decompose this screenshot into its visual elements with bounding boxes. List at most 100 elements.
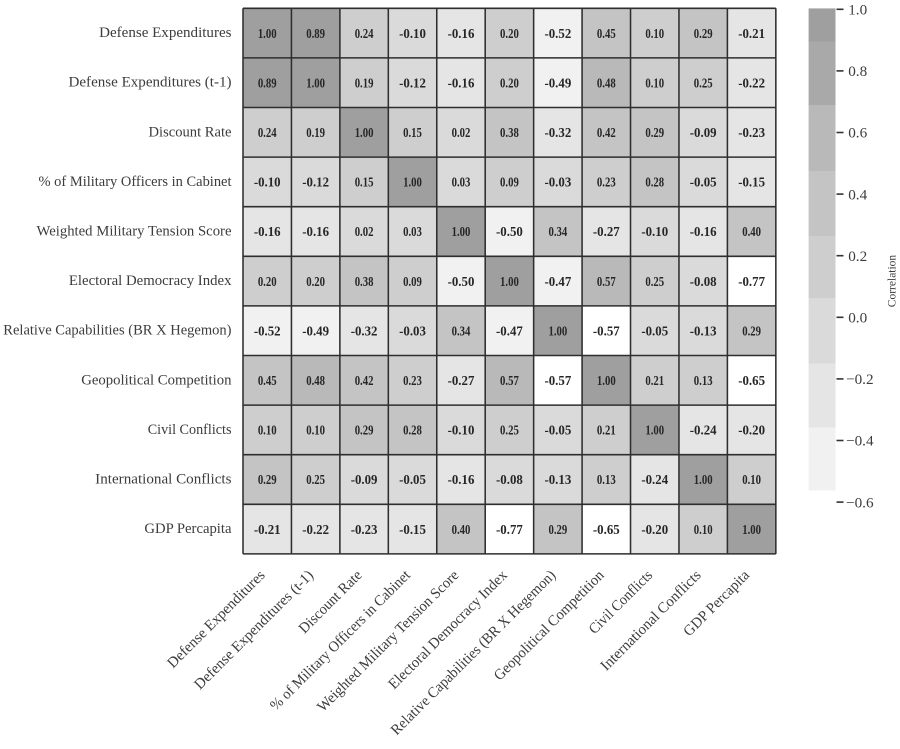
svg-text:0.28: 0.28 bbox=[645, 176, 664, 191]
svg-text:Relative Capabilities (BR X He: Relative Capabilities (BR X Hegemon) bbox=[3, 323, 231, 339]
svg-text:0.25: 0.25 bbox=[694, 76, 713, 91]
svg-text:-0.10: -0.10 bbox=[254, 176, 281, 191]
svg-text:0.24: 0.24 bbox=[258, 126, 277, 141]
svg-text:-0.57: -0.57 bbox=[544, 374, 571, 389]
svg-text:0.02: 0.02 bbox=[355, 225, 374, 240]
svg-text:Correlation: Correlation bbox=[886, 255, 898, 308]
svg-text:-0.05: -0.05 bbox=[690, 176, 717, 191]
svg-text:-0.13: -0.13 bbox=[690, 324, 717, 339]
svg-text:1.00: 1.00 bbox=[645, 424, 664, 439]
svg-text:0.21: 0.21 bbox=[645, 374, 664, 389]
svg-text:0.10: 0.10 bbox=[258, 424, 277, 439]
svg-text:-0.12: -0.12 bbox=[399, 76, 426, 91]
svg-text:-0.16: -0.16 bbox=[448, 76, 475, 91]
svg-text:0.13: 0.13 bbox=[694, 374, 713, 389]
svg-text:0.4: 0.4 bbox=[848, 186, 867, 203]
svg-text:-0.24: -0.24 bbox=[641, 473, 668, 488]
svg-text:0.20: 0.20 bbox=[500, 76, 519, 91]
svg-text:0.29: 0.29 bbox=[258, 473, 277, 488]
svg-text:-0.13: -0.13 bbox=[544, 473, 571, 488]
svg-text:1.00: 1.00 bbox=[258, 27, 277, 42]
svg-text:1.00: 1.00 bbox=[452, 225, 471, 240]
svg-text:0.29: 0.29 bbox=[694, 27, 713, 42]
svg-text:0.0: 0.0 bbox=[848, 310, 867, 327]
svg-text:0.29: 0.29 bbox=[355, 424, 374, 439]
svg-text:-0.10: -0.10 bbox=[448, 424, 475, 439]
svg-text:0.25: 0.25 bbox=[500, 424, 519, 439]
svg-text:1.00: 1.00 bbox=[597, 374, 616, 389]
svg-text:Defense Expenditures (t-1): Defense Expenditures (t-1) bbox=[69, 75, 232, 91]
svg-text:0.25: 0.25 bbox=[645, 275, 664, 290]
svg-text:0.29: 0.29 bbox=[548, 523, 567, 538]
svg-text:0.10: 0.10 bbox=[306, 424, 325, 439]
svg-text:0.34: 0.34 bbox=[548, 225, 567, 240]
svg-text:-0.47: -0.47 bbox=[544, 275, 571, 290]
svg-text:1.00: 1.00 bbox=[403, 176, 422, 191]
svg-text:0.40: 0.40 bbox=[452, 523, 471, 538]
svg-text:1.00: 1.00 bbox=[306, 76, 325, 91]
svg-text:-0.52: -0.52 bbox=[544, 27, 571, 42]
svg-text:1.00: 1.00 bbox=[500, 275, 519, 290]
svg-text:-0.49: -0.49 bbox=[302, 324, 329, 339]
svg-text:0.40: 0.40 bbox=[742, 225, 761, 240]
svg-text:0.10: 0.10 bbox=[694, 523, 713, 538]
svg-text:0.38: 0.38 bbox=[355, 275, 374, 290]
svg-text:-0.32: -0.32 bbox=[544, 126, 571, 141]
svg-text:1.00: 1.00 bbox=[355, 126, 374, 141]
svg-text:0.8: 0.8 bbox=[848, 63, 867, 80]
svg-text:-0.22: -0.22 bbox=[302, 523, 329, 538]
svg-text:0.23: 0.23 bbox=[597, 176, 616, 191]
svg-text:1.00: 1.00 bbox=[548, 324, 567, 339]
svg-text:1.00: 1.00 bbox=[694, 473, 713, 488]
svg-text:−0.2: −0.2 bbox=[846, 371, 874, 388]
svg-text:-0.23: -0.23 bbox=[351, 523, 378, 538]
svg-text:0.34: 0.34 bbox=[452, 324, 471, 339]
svg-text:-0.05: -0.05 bbox=[399, 473, 426, 488]
svg-text:0.28: 0.28 bbox=[403, 424, 422, 439]
svg-text:-0.10: -0.10 bbox=[641, 225, 668, 240]
svg-text:-0.49: -0.49 bbox=[544, 76, 571, 91]
svg-text:0.19: 0.19 bbox=[306, 126, 325, 141]
svg-text:-0.77: -0.77 bbox=[738, 275, 765, 290]
svg-text:-0.08: -0.08 bbox=[690, 275, 717, 290]
svg-text:0.57: 0.57 bbox=[597, 275, 616, 290]
svg-text:-0.32: -0.32 bbox=[351, 324, 378, 339]
svg-text:-0.22: -0.22 bbox=[738, 76, 765, 91]
svg-text:0.19: 0.19 bbox=[355, 76, 374, 91]
svg-text:0.10: 0.10 bbox=[742, 473, 761, 488]
svg-text:-0.23: -0.23 bbox=[738, 126, 765, 141]
svg-text:-0.16: -0.16 bbox=[448, 473, 475, 488]
svg-text:-0.65: -0.65 bbox=[593, 523, 620, 538]
svg-text:-0.09: -0.09 bbox=[351, 473, 378, 488]
svg-text:-0.50: -0.50 bbox=[496, 225, 523, 240]
svg-text:Geopolitical Competition: Geopolitical Competition bbox=[81, 372, 232, 388]
svg-text:0.6: 0.6 bbox=[848, 125, 867, 142]
svg-text:-0.16: -0.16 bbox=[690, 225, 717, 240]
svg-text:0.10: 0.10 bbox=[645, 76, 664, 91]
svg-text:-0.21: -0.21 bbox=[254, 523, 281, 538]
svg-text:−0.4: −0.4 bbox=[846, 433, 874, 450]
svg-text:0.45: 0.45 bbox=[597, 27, 616, 42]
svg-text:-0.16: -0.16 bbox=[302, 225, 329, 240]
svg-text:-0.52: -0.52 bbox=[254, 324, 281, 339]
svg-text:0.29: 0.29 bbox=[742, 324, 761, 339]
svg-text:-0.47: -0.47 bbox=[496, 324, 523, 339]
svg-text:International Conflicts: International Conflicts bbox=[95, 472, 231, 488]
svg-text:0.20: 0.20 bbox=[258, 275, 277, 290]
svg-text:% of Military Officers in Cabi: % of Military Officers in Cabinet bbox=[39, 174, 233, 190]
svg-text:0.20: 0.20 bbox=[306, 275, 325, 290]
svg-text:0.13: 0.13 bbox=[597, 473, 616, 488]
svg-text:0.48: 0.48 bbox=[597, 76, 616, 91]
svg-text:-0.20: -0.20 bbox=[738, 424, 765, 439]
svg-text:-0.16: -0.16 bbox=[448, 27, 475, 42]
svg-text:0.23: 0.23 bbox=[403, 374, 422, 389]
svg-text:0.15: 0.15 bbox=[355, 176, 374, 191]
svg-text:-0.16: -0.16 bbox=[254, 225, 281, 240]
svg-text:-0.24: -0.24 bbox=[690, 424, 717, 439]
svg-text:0.48: 0.48 bbox=[306, 374, 325, 389]
svg-text:-0.05: -0.05 bbox=[544, 424, 571, 439]
svg-text:0.09: 0.09 bbox=[500, 176, 519, 191]
svg-text:0.21: 0.21 bbox=[597, 424, 616, 439]
svg-text:0.38: 0.38 bbox=[500, 126, 519, 141]
svg-text:GDP Percapita: GDP Percapita bbox=[144, 521, 231, 537]
